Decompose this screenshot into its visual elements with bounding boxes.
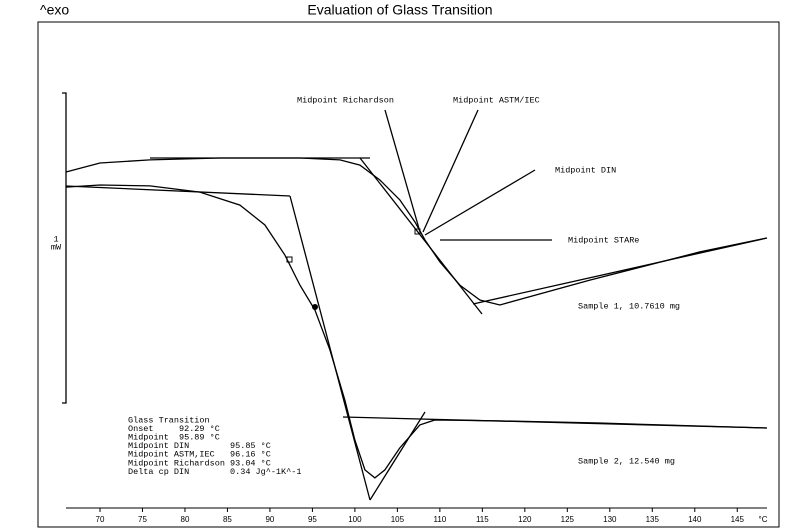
result-line: Midpoint Richardson 93.04 °C bbox=[128, 458, 271, 468]
x-tick-label: 100 bbox=[348, 515, 362, 524]
result-line: Midpoint ASTM,IEC 96.16 °C bbox=[128, 450, 271, 460]
result-line: Midpoint DIN 95.85 °C bbox=[128, 441, 271, 451]
x-tick-label: 70 bbox=[96, 515, 105, 524]
x-tick-label: 130 bbox=[603, 515, 617, 524]
annotation: Midpoint DIN bbox=[555, 165, 616, 175]
x-tick-label: 95 bbox=[308, 515, 317, 524]
annotation: Midpoint Richardson bbox=[297, 95, 394, 105]
series-label: Sample 2, 12.540 mg bbox=[578, 456, 675, 466]
x-tick-label: 135 bbox=[646, 515, 660, 524]
x-tick-label: 125 bbox=[561, 515, 575, 524]
annotation: Midpoint ASTM/IEC bbox=[453, 95, 540, 105]
series-label: Sample 1, 10.7610 mg bbox=[578, 301, 680, 311]
scale-bar-value: 1 bbox=[53, 234, 58, 244]
x-tick-label: 115 bbox=[476, 515, 489, 524]
x-tick-label: 145 bbox=[731, 515, 745, 524]
result-line: Onset 92.29 °C bbox=[128, 424, 220, 434]
annotation: Midpoint STARe bbox=[568, 235, 639, 245]
scale-bar bbox=[62, 92, 67, 404]
x-tick-label: 90 bbox=[265, 515, 274, 524]
y-label: ^exo bbox=[40, 2, 69, 18]
curve bbox=[65, 184, 767, 479]
chart-title: Evaluation of Glass Transition bbox=[307, 2, 492, 18]
result-line: Glass Transition bbox=[128, 415, 210, 425]
result-line: Delta cp DIN 0.34 Jg^-1K^-1 bbox=[128, 467, 301, 477]
scale-bar-unit: mW bbox=[51, 242, 62, 252]
result-line: Midpoint 95.89 °C bbox=[128, 432, 220, 442]
x-tick-label: 80 bbox=[181, 515, 190, 524]
x-tick-label: 105 bbox=[391, 515, 405, 524]
curve bbox=[65, 157, 767, 306]
x-tick-label: 140 bbox=[688, 515, 702, 524]
x-axis-label: °C bbox=[759, 515, 768, 524]
x-tick-label: 110 bbox=[433, 515, 446, 524]
frame bbox=[37, 21, 780, 528]
x-tick-label: 75 bbox=[138, 515, 147, 524]
x-tick-label: 85 bbox=[223, 515, 232, 524]
x-tick-label: 120 bbox=[518, 515, 532, 524]
